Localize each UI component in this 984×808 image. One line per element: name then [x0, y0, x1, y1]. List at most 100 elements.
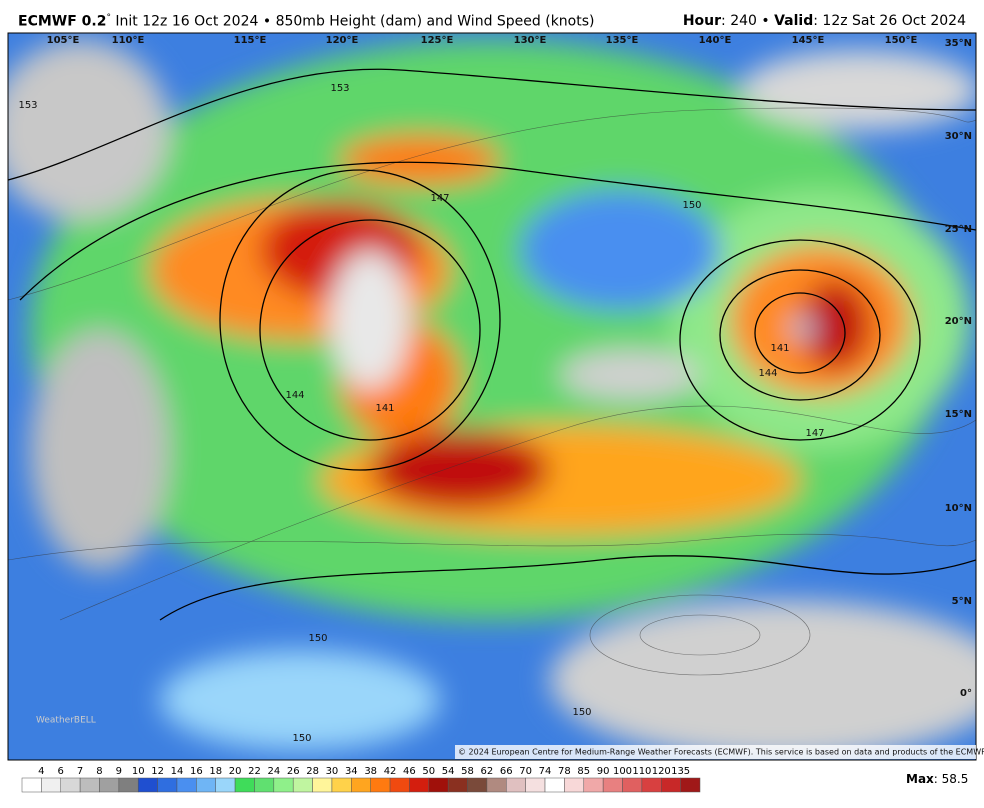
longitude-label: 115°E: [234, 35, 267, 46]
legend-swatch: [215, 777, 236, 793]
max-label: Max: [906, 772, 934, 786]
legend-swatch: [680, 777, 701, 793]
latitude-label: 15°N: [945, 409, 972, 420]
legend-level: 14: [171, 766, 184, 777]
valid: : 12z Sat 26 Oct 2024: [813, 13, 966, 29]
legend-level: 18: [209, 766, 222, 777]
legend-level: 30: [326, 766, 339, 777]
max-value: : 58.5: [934, 772, 969, 786]
legend-swatch: [661, 777, 681, 793]
legend-level: 10: [132, 766, 145, 777]
contour-label: 153: [18, 100, 37, 111]
longitude-label: 145°E: [792, 35, 825, 46]
legend-swatch: [41, 777, 61, 793]
legend-swatch: [99, 777, 120, 793]
legend-swatch: [312, 777, 333, 793]
watermark: WeatherBELL: [36, 716, 96, 726]
legend-swatch: [506, 777, 526, 793]
legend-swatch: [118, 777, 139, 793]
header-right: Hour: 240 • Valid: 12z Sat 26 Oct 2024: [683, 13, 966, 29]
contour-label: 150: [572, 707, 591, 718]
contour-label: 144: [285, 390, 304, 401]
contour-label: 147: [805, 428, 824, 439]
bullet: •: [761, 13, 770, 29]
legend-swatch: [21, 777, 42, 793]
legend-swatch: [79, 777, 100, 793]
hour: : 240: [721, 13, 757, 29]
legend-level: 24: [267, 766, 280, 777]
legend-level: 74: [539, 766, 552, 777]
longitude-label: 120°E: [326, 35, 359, 46]
latitude-label: 25°N: [945, 224, 972, 235]
longitude-label: 125°E: [421, 35, 454, 46]
legend-swatch: [292, 777, 313, 793]
contour-label: 147: [430, 193, 449, 204]
legend-swatch: [176, 777, 197, 793]
legend-swatch: [137, 777, 158, 793]
legend-level: 38: [364, 766, 377, 777]
contour-label: 150: [308, 633, 327, 644]
legend-level: 34: [345, 766, 358, 777]
latitude-label: 10°N: [945, 503, 972, 514]
legend-level: 28: [306, 766, 319, 777]
legend-swatch: [351, 777, 371, 793]
legend-swatch: [602, 777, 623, 793]
legend-level: 90: [597, 766, 610, 777]
header: ECMWF 0.2° Init 12z 16 Oct 2024 • 850mb …: [0, 0, 984, 33]
legend-level: 7: [77, 766, 83, 777]
copyright: © 2024 European Centre for Medium-Range …: [458, 748, 984, 757]
legend-swatch: [389, 777, 410, 793]
legend-swatch: [157, 777, 178, 793]
legend-level: 62: [481, 766, 494, 777]
legend-level: 58: [461, 766, 474, 777]
init: Init 12z 16 Oct 2024: [115, 13, 259, 30]
latitude-label: 35°N: [945, 38, 972, 49]
legend-swatch: [428, 777, 449, 793]
legend-level: 16: [190, 766, 203, 777]
legend-level: 9: [116, 766, 122, 777]
contour-label: 141: [770, 343, 789, 354]
latitude-label: 0°: [960, 688, 972, 699]
model: ECMWF 0.2: [18, 13, 107, 30]
product: 850mb Height (dam) and Wind Speed (knots…: [275, 13, 595, 30]
longitude-label: 110°E: [112, 35, 145, 46]
legend-swatch: [641, 777, 662, 793]
legend-level: 6: [58, 766, 64, 777]
legend-swatch: [60, 777, 81, 793]
legend-swatch: [196, 777, 216, 793]
legend-level: 4: [38, 766, 44, 777]
legend-level: 110: [632, 766, 651, 777]
legend-swatch: [409, 777, 430, 793]
legend-swatch: [273, 777, 294, 793]
legend-level: 54: [442, 766, 455, 777]
legend-swatch: [622, 777, 643, 793]
legend-swatch: [564, 777, 585, 793]
legend-swatch: [544, 777, 565, 793]
legend-level: 22: [248, 766, 261, 777]
bullet: •: [262, 13, 272, 30]
streamlines: [8, 107, 976, 676]
map-frame: [7, 32, 977, 761]
legend-level: 100: [613, 766, 632, 777]
longitude-label: 130°E: [514, 35, 547, 46]
legend-level: 12: [151, 766, 164, 777]
legend-level: 85: [577, 766, 590, 777]
legend-swatch: [525, 777, 546, 793]
legend-level: 66: [500, 766, 513, 777]
max: Max: 58.5: [906, 772, 968, 786]
legend-swatch: [254, 777, 275, 793]
legend-level: 20: [229, 766, 242, 777]
legend-level: 50: [422, 766, 435, 777]
legend-swatch: [467, 777, 488, 793]
legend-swatch: [583, 777, 604, 793]
height-contours: [8, 68, 976, 621]
legend-swatch: [234, 777, 255, 793]
legend-level: 26: [287, 766, 300, 777]
contour-label: 144: [758, 368, 777, 379]
legend-level: 46: [403, 766, 416, 777]
header-left: ECMWF 0.2° Init 12z 16 Oct 2024 • 850mb …: [18, 13, 595, 30]
legend-level: 70: [519, 766, 532, 777]
legend-level: 8: [96, 766, 102, 777]
